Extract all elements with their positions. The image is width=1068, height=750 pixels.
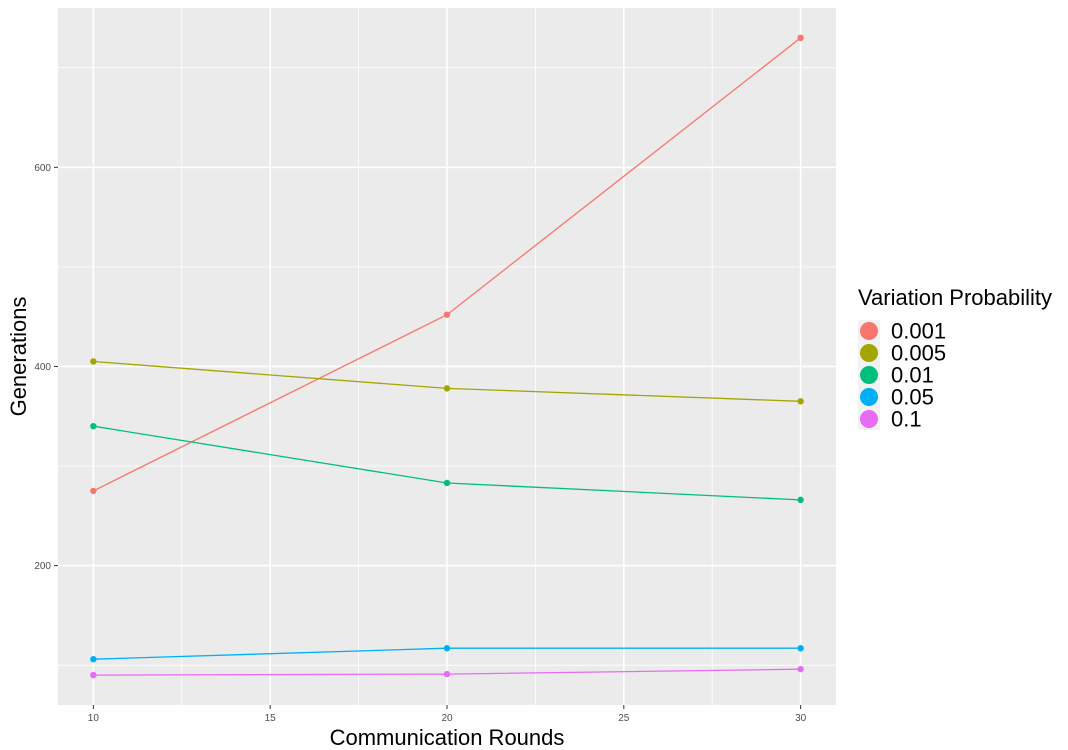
y-tick-label: 200 [34, 561, 51, 572]
data-point-0.01 [90, 423, 97, 430]
legend-key-point-0.05 [860, 388, 878, 406]
data-point-0.05 [90, 655, 97, 663]
data-point-0.01 [443, 479, 451, 487]
x-tick-label: 15 [265, 713, 277, 724]
legend-label-0.1: 0.1 [891, 407, 922, 432]
data-point-0.005 [443, 385, 451, 392]
y-tick-label: 400 [34, 362, 51, 373]
legend-key-point-0.01 [860, 366, 878, 384]
axes: 10 15 20 25 30 200 400 600 [34, 163, 806, 724]
data-point-0.001 [797, 34, 804, 42]
y-tick-label: 600 [34, 163, 51, 174]
x-tick-label: 25 [618, 713, 630, 724]
data-point-0.001 [90, 487, 97, 495]
legend-key-point-0.005 [860, 344, 878, 362]
data-point-0.05 [797, 645, 804, 652]
data-point-0.005 [797, 398, 804, 405]
legend-label-0.001: 0.001 [891, 319, 946, 344]
data-point-0.1 [443, 670, 451, 678]
data-point-0.1 [90, 671, 97, 679]
legend-key-point-0.001 [860, 322, 878, 340]
legend-label-0.005: 0.005 [891, 341, 946, 366]
x-tick-label: 30 [795, 713, 807, 724]
series-points [90, 34, 804, 679]
legend-label-0.01: 0.01 [891, 363, 934, 388]
data-point-0.001 [443, 311, 451, 318]
legend-key-point-0.1 [860, 410, 878, 428]
y-axis-title: Generations [6, 297, 31, 417]
legend: Variation Probability 0.0010.0050.010.05… [858, 285, 1052, 432]
x-tick-label: 10 [88, 713, 100, 724]
major-gridlines [58, 8, 836, 705]
data-point-0.05 [443, 645, 451, 652]
x-axis-title: Communication Rounds [330, 725, 565, 750]
legend-title: Variation Probability [858, 285, 1052, 310]
data-point-0.1 [797, 665, 804, 673]
x-tick-label: 20 [441, 713, 453, 724]
data-point-0.01 [797, 496, 804, 504]
data-point-0.005 [90, 358, 97, 365]
legend-label-0.05: 0.05 [891, 385, 934, 410]
